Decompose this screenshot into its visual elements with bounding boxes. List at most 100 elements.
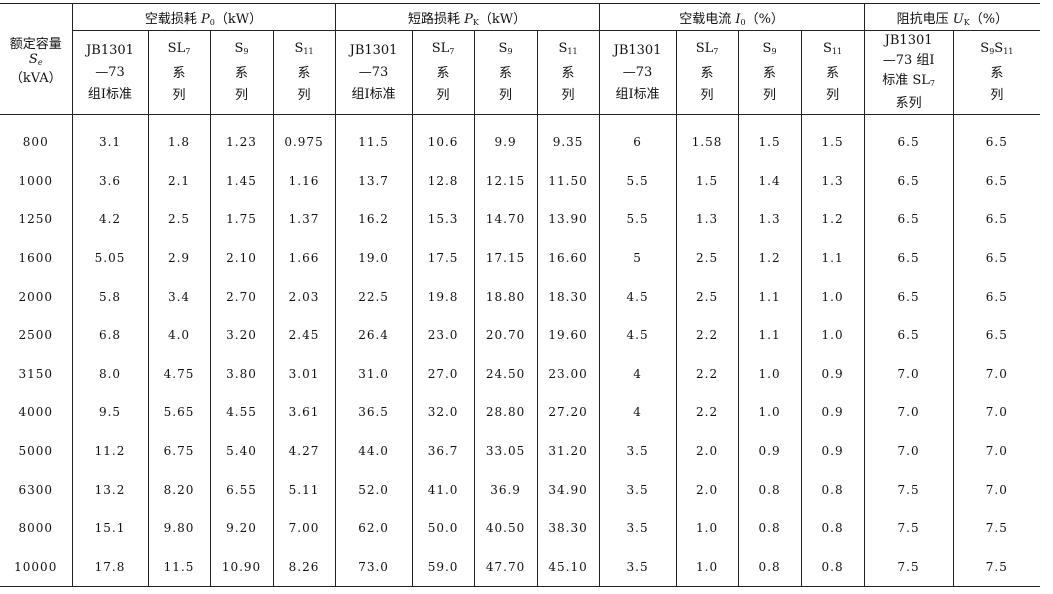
- value-cell: 0.9: [800, 354, 865, 394]
- value-cell: 6.5: [952, 114, 1041, 162]
- value-cell: 13.90: [536, 200, 600, 239]
- value-cell: 9.9: [473, 114, 538, 162]
- value-cell: 1.3: [800, 161, 865, 201]
- value-cell: 0.8: [800, 547, 865, 588]
- capacity-cell: 1250: [18, 212, 54, 227]
- value-cell: 4.5: [598, 315, 677, 355]
- impedance-voltage-header: 阻抗电压 UK（%）: [863, 3, 1041, 31]
- value-cell: 0.9: [800, 431, 865, 471]
- value-cell: 17.8: [71, 547, 148, 588]
- value-cell: 33.05: [473, 431, 538, 471]
- value-cell: 7.5: [863, 508, 954, 548]
- value-cell: 1.45: [209, 161, 273, 201]
- p0-s11-header: S11 系列: [272, 30, 336, 115]
- value-cell: 6.5: [952, 277, 1041, 316]
- value-cell: 27.20: [536, 393, 600, 432]
- value-cell: 9.5: [71, 393, 148, 432]
- table-row: 5000 11.2 6.75 5.40 4.27 44.0 36.7 33.05 31.20 3.…: [0, 431, 1041, 471]
- value-cell: 7.0: [863, 354, 954, 394]
- value-cell: 6.5: [952, 200, 1041, 239]
- value-cell: 4.5: [598, 277, 677, 316]
- value-cell: 2.5: [675, 277, 739, 316]
- table-row: 8000 15.1 9.80 9.20 7.00 62.0 50.0 40.50 38.30 3.…: [0, 508, 1041, 548]
- capacity-cell: 5000: [18, 444, 54, 459]
- value-cell: 2.03: [272, 277, 336, 316]
- value-cell: 11.5: [334, 114, 413, 162]
- value-cell: 3.4: [147, 277, 210, 316]
- value-cell: 15.3: [411, 200, 475, 239]
- capacity-cell: 2500: [18, 328, 54, 343]
- value-cell: 20.70: [473, 315, 538, 355]
- p0-jb-header: JB1301 —73 组Ⅰ标准: [71, 30, 148, 115]
- table-row: 1600 5.05 2.9 2.10 1.66 19.0 17.5 17.15 16.60 5 2.…: [0, 238, 1041, 278]
- value-cell: 5.40: [209, 431, 273, 471]
- value-cell: 36.5: [334, 393, 413, 432]
- uk-jb-sl7-header: JB1301 —73 组Ⅰ 标准 SL7 系列: [863, 30, 954, 115]
- value-cell: 6.5: [863, 277, 954, 316]
- value-cell: 26.4: [334, 315, 413, 355]
- value-cell: 6.5: [863, 114, 954, 162]
- value-cell: 36.7: [411, 431, 475, 471]
- i0-s11-header: S11 系列: [800, 30, 865, 115]
- i0-s9-header: S9 系列: [737, 30, 802, 115]
- value-cell: 0.8: [737, 470, 802, 509]
- value-cell: 12.8: [411, 161, 475, 201]
- capacity-cell: 800: [22, 135, 49, 150]
- value-cell: 4.75: [147, 354, 210, 394]
- value-cell: 2.1: [147, 161, 210, 201]
- value-cell: 52.0: [334, 470, 413, 509]
- value-cell: 73.0: [334, 547, 413, 588]
- value-cell: 3.20: [209, 315, 273, 355]
- value-cell: 1.23: [209, 114, 273, 162]
- value-cell: 5.11: [272, 470, 336, 509]
- value-cell: 8.26: [272, 547, 336, 588]
- value-cell: 6.5: [863, 200, 954, 239]
- value-cell: 38.30: [536, 508, 600, 548]
- p0-s9-header: S9 系列: [209, 30, 273, 115]
- value-cell: 14.70: [473, 200, 538, 239]
- value-cell: 7.5: [952, 547, 1041, 588]
- value-cell: 1.37: [272, 200, 336, 239]
- value-cell: 3.5: [598, 508, 677, 548]
- value-cell: 3.1: [71, 114, 148, 162]
- value-cell: 1.1: [737, 315, 802, 355]
- table-row: 10000 17.8 11.5 10.90 8.26 73.0 59.0 47.70 45.10…: [0, 547, 1041, 588]
- value-cell: 7.5: [952, 508, 1041, 548]
- value-cell: 31.20: [536, 431, 600, 471]
- capacity-header-symbol: Se: [28, 51, 43, 67]
- value-cell: 2.0: [675, 431, 739, 471]
- value-cell: 45.10: [536, 547, 600, 588]
- table-row: 3150 8.0 4.75 3.80 3.01 31.0 27.0 24.50 23.00 4 2.…: [0, 354, 1041, 394]
- value-cell: 6: [598, 114, 677, 162]
- value-cell: 27.0: [411, 354, 475, 394]
- value-cell: 7.0: [952, 470, 1041, 509]
- value-cell: 36.9: [473, 470, 538, 509]
- value-cell: 5.5: [598, 200, 677, 239]
- value-cell: 0.8: [737, 547, 802, 588]
- value-cell: 17.15: [473, 238, 538, 278]
- value-cell: 8.20: [147, 470, 210, 509]
- value-cell: 2.0: [675, 470, 739, 509]
- value-cell: 1.0: [737, 354, 802, 394]
- table-row: 6300 13.2 8.20 6.55 5.11 52.0 41.0 36.9 34.90 3.5…: [0, 470, 1041, 509]
- value-cell: 1.2: [737, 238, 802, 278]
- value-cell: 6.5: [952, 315, 1041, 355]
- pk-jb-header: JB1301 —73 组Ⅰ标准: [334, 30, 413, 115]
- no-load-current-header: 空载电流 I0（%）: [598, 3, 865, 31]
- value-cell: 41.0: [411, 470, 475, 509]
- value-cell: 11.2: [71, 431, 148, 471]
- value-cell: 0.8: [800, 508, 865, 548]
- value-cell: 3.01: [272, 354, 336, 394]
- transformer-parameters-table: 额定容量 Se （kVA） 空载损耗 P0（kW） 短路损耗 PK（kW） 空载…: [0, 3, 1041, 588]
- value-cell: 0.8: [800, 470, 865, 509]
- value-cell: 2.9: [147, 238, 210, 278]
- p0-sl7-header: SL7 系列: [147, 30, 210, 115]
- value-cell: 13.2: [71, 470, 148, 509]
- value-cell: 15.1: [71, 508, 148, 548]
- value-cell: 7.0: [952, 354, 1041, 394]
- value-cell: 7.00: [272, 508, 336, 548]
- value-cell: 2.45: [272, 315, 336, 355]
- value-cell: 2.2: [675, 393, 739, 432]
- value-cell: 22.5: [334, 277, 413, 316]
